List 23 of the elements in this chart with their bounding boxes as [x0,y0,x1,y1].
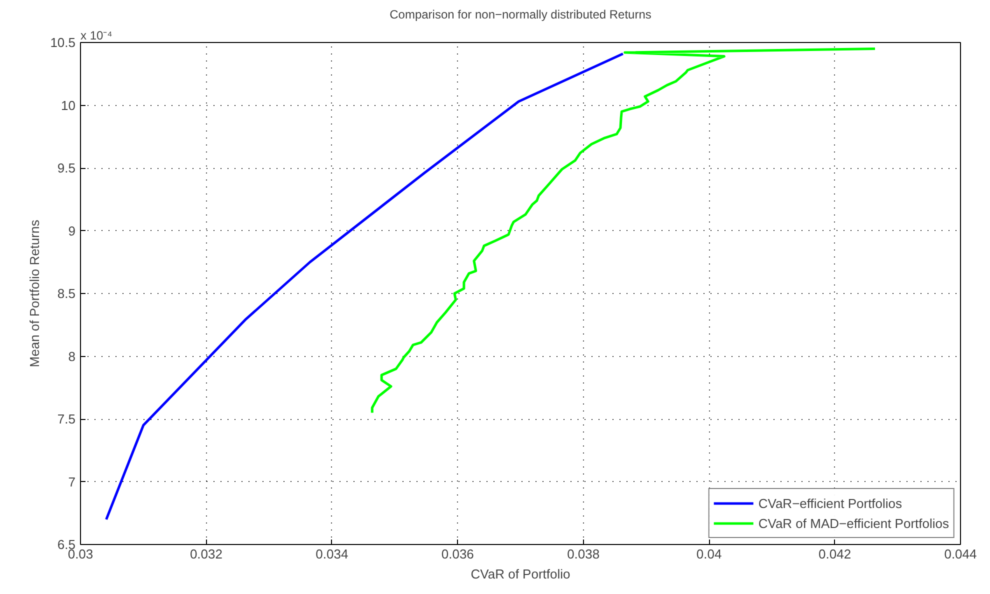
legend-label: CVaR−efficient Portfolios [758,496,902,510]
x-tick-label: 0.042 [818,546,852,562]
x-tick-label: 0.036 [441,546,474,562]
y-tick-label: 10.5 [50,35,76,50]
text: x 10⁻⁴ [80,28,112,42]
y-tick-label: 7.5 [57,412,76,426]
line-series [370,48,876,414]
y-tick-label: 8.5 [57,286,76,301]
line-series [105,52,624,521]
x-tick-label: 0.044 [944,546,977,562]
y-tick-label: 7 [68,474,76,490]
x-tick-label: 0.04 [696,546,722,562]
x-tick-label: 0.034 [316,546,348,562]
y-tick-label: 8 [68,348,76,364]
chart-title: Comparison for non−normally distributed Returns [390,8,652,22]
y-tick-label: 9.5 [57,160,76,176]
x-tick-label: 0.038 [567,546,600,562]
y-axis-title: Mean of Portfolio Returns [27,219,42,368]
x-tick-label: 0.032 [190,546,222,562]
y-tick-label: 9 [68,223,76,238]
y-tick-label: 10 [61,98,76,113]
legend-label: CVaR of MAD−efficient Portfolios [758,516,949,530]
x-axis-title: CVaR of Portfolio [470,566,570,582]
